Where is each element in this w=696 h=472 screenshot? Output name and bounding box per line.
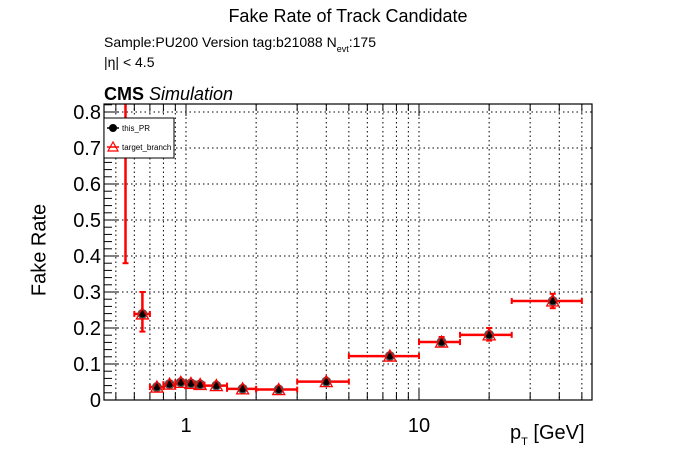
data-point [347, 348, 420, 362]
x-axis-label: pT [GeV] [510, 422, 585, 448]
y-tick-label: 0.6 [73, 174, 101, 196]
y-tick-label: 0 [90, 390, 101, 412]
data-point [255, 382, 299, 396]
cms-text: CMS [104, 84, 144, 104]
target-branch-marker [271, 382, 286, 396]
target-branch-marker [162, 376, 177, 390]
x-label-main: p [510, 422, 522, 444]
target-branch-marker [235, 381, 250, 395]
simulation-text: Simulation [149, 84, 234, 104]
data-point [183, 376, 199, 390]
y-tick-label: 0.5 [73, 210, 101, 232]
target-branch-marker [183, 376, 199, 390]
data-series [122, 104, 583, 396]
y-tick-label: 0.4 [73, 246, 101, 268]
target-branch-marker [382, 348, 397, 362]
target-branch-marker [482, 327, 497, 341]
axis-ticks: 1 10 0 0.1 0.2 0.3 0.4 0.5 0.6 0.7 0.8 [73, 102, 583, 437]
y-tick-label: 0.7 [73, 138, 101, 160]
legend-label-target-branch: target_branch [122, 143, 171, 152]
y-tick-label: 0.2 [73, 318, 101, 340]
data-point [193, 377, 208, 391]
y-tick-label: 0.3 [73, 282, 101, 304]
sample-prefix: Sample:PU200 Version tag:b21088 N [104, 34, 337, 50]
data-point [133, 291, 151, 333]
data-point [510, 292, 583, 310]
target-branch-marker [319, 374, 334, 388]
chart-title: Fake Rate of Track Candidate [228, 6, 468, 26]
data-point [296, 374, 350, 388]
data-point [459, 327, 513, 342]
plot-frame [103, 103, 593, 401]
data-point [173, 375, 188, 389]
legend: this_PR target_branch [103, 117, 175, 159]
x-tick-label: 10 [408, 415, 430, 437]
target-branch-marker [434, 334, 449, 348]
sample-info: Sample:PU200 Version tag:b21088 Nevt:175 [104, 34, 376, 54]
eta-cut-label: |η| < 4.5 [104, 54, 155, 70]
y-tick-label: 0.1 [73, 354, 101, 376]
x-label-sub: T [521, 436, 528, 448]
target-branch-marker [135, 306, 150, 320]
x-tick-label: 1 [180, 415, 191, 437]
y-tick-label: 0.8 [73, 102, 101, 124]
data-point [162, 376, 177, 390]
legend-item-target-branch: target_branch [106, 140, 171, 152]
x-label-unit: [GeV] [527, 422, 585, 444]
open-triangle-icon [106, 140, 120, 152]
data-point [226, 381, 258, 395]
target-branch-marker [193, 377, 208, 391]
sample-sub: evt [336, 44, 349, 54]
target-branch-marker [149, 379, 164, 393]
data-point [148, 379, 165, 393]
legend-item-this-pr: this_PR [107, 124, 150, 133]
data-point [418, 334, 462, 348]
data-point [203, 378, 229, 392]
cms-label: CMS Simulation [104, 84, 233, 105]
target-branch-marker [209, 378, 224, 392]
sample-suffix: :175 [348, 34, 376, 50]
target-branch-marker [545, 293, 560, 307]
target-branch-marker [173, 375, 188, 389]
legend-label-this-pr: this_PR [122, 124, 150, 133]
filled-circle-icon [109, 124, 117, 132]
grid-lines [104, 104, 592, 400]
